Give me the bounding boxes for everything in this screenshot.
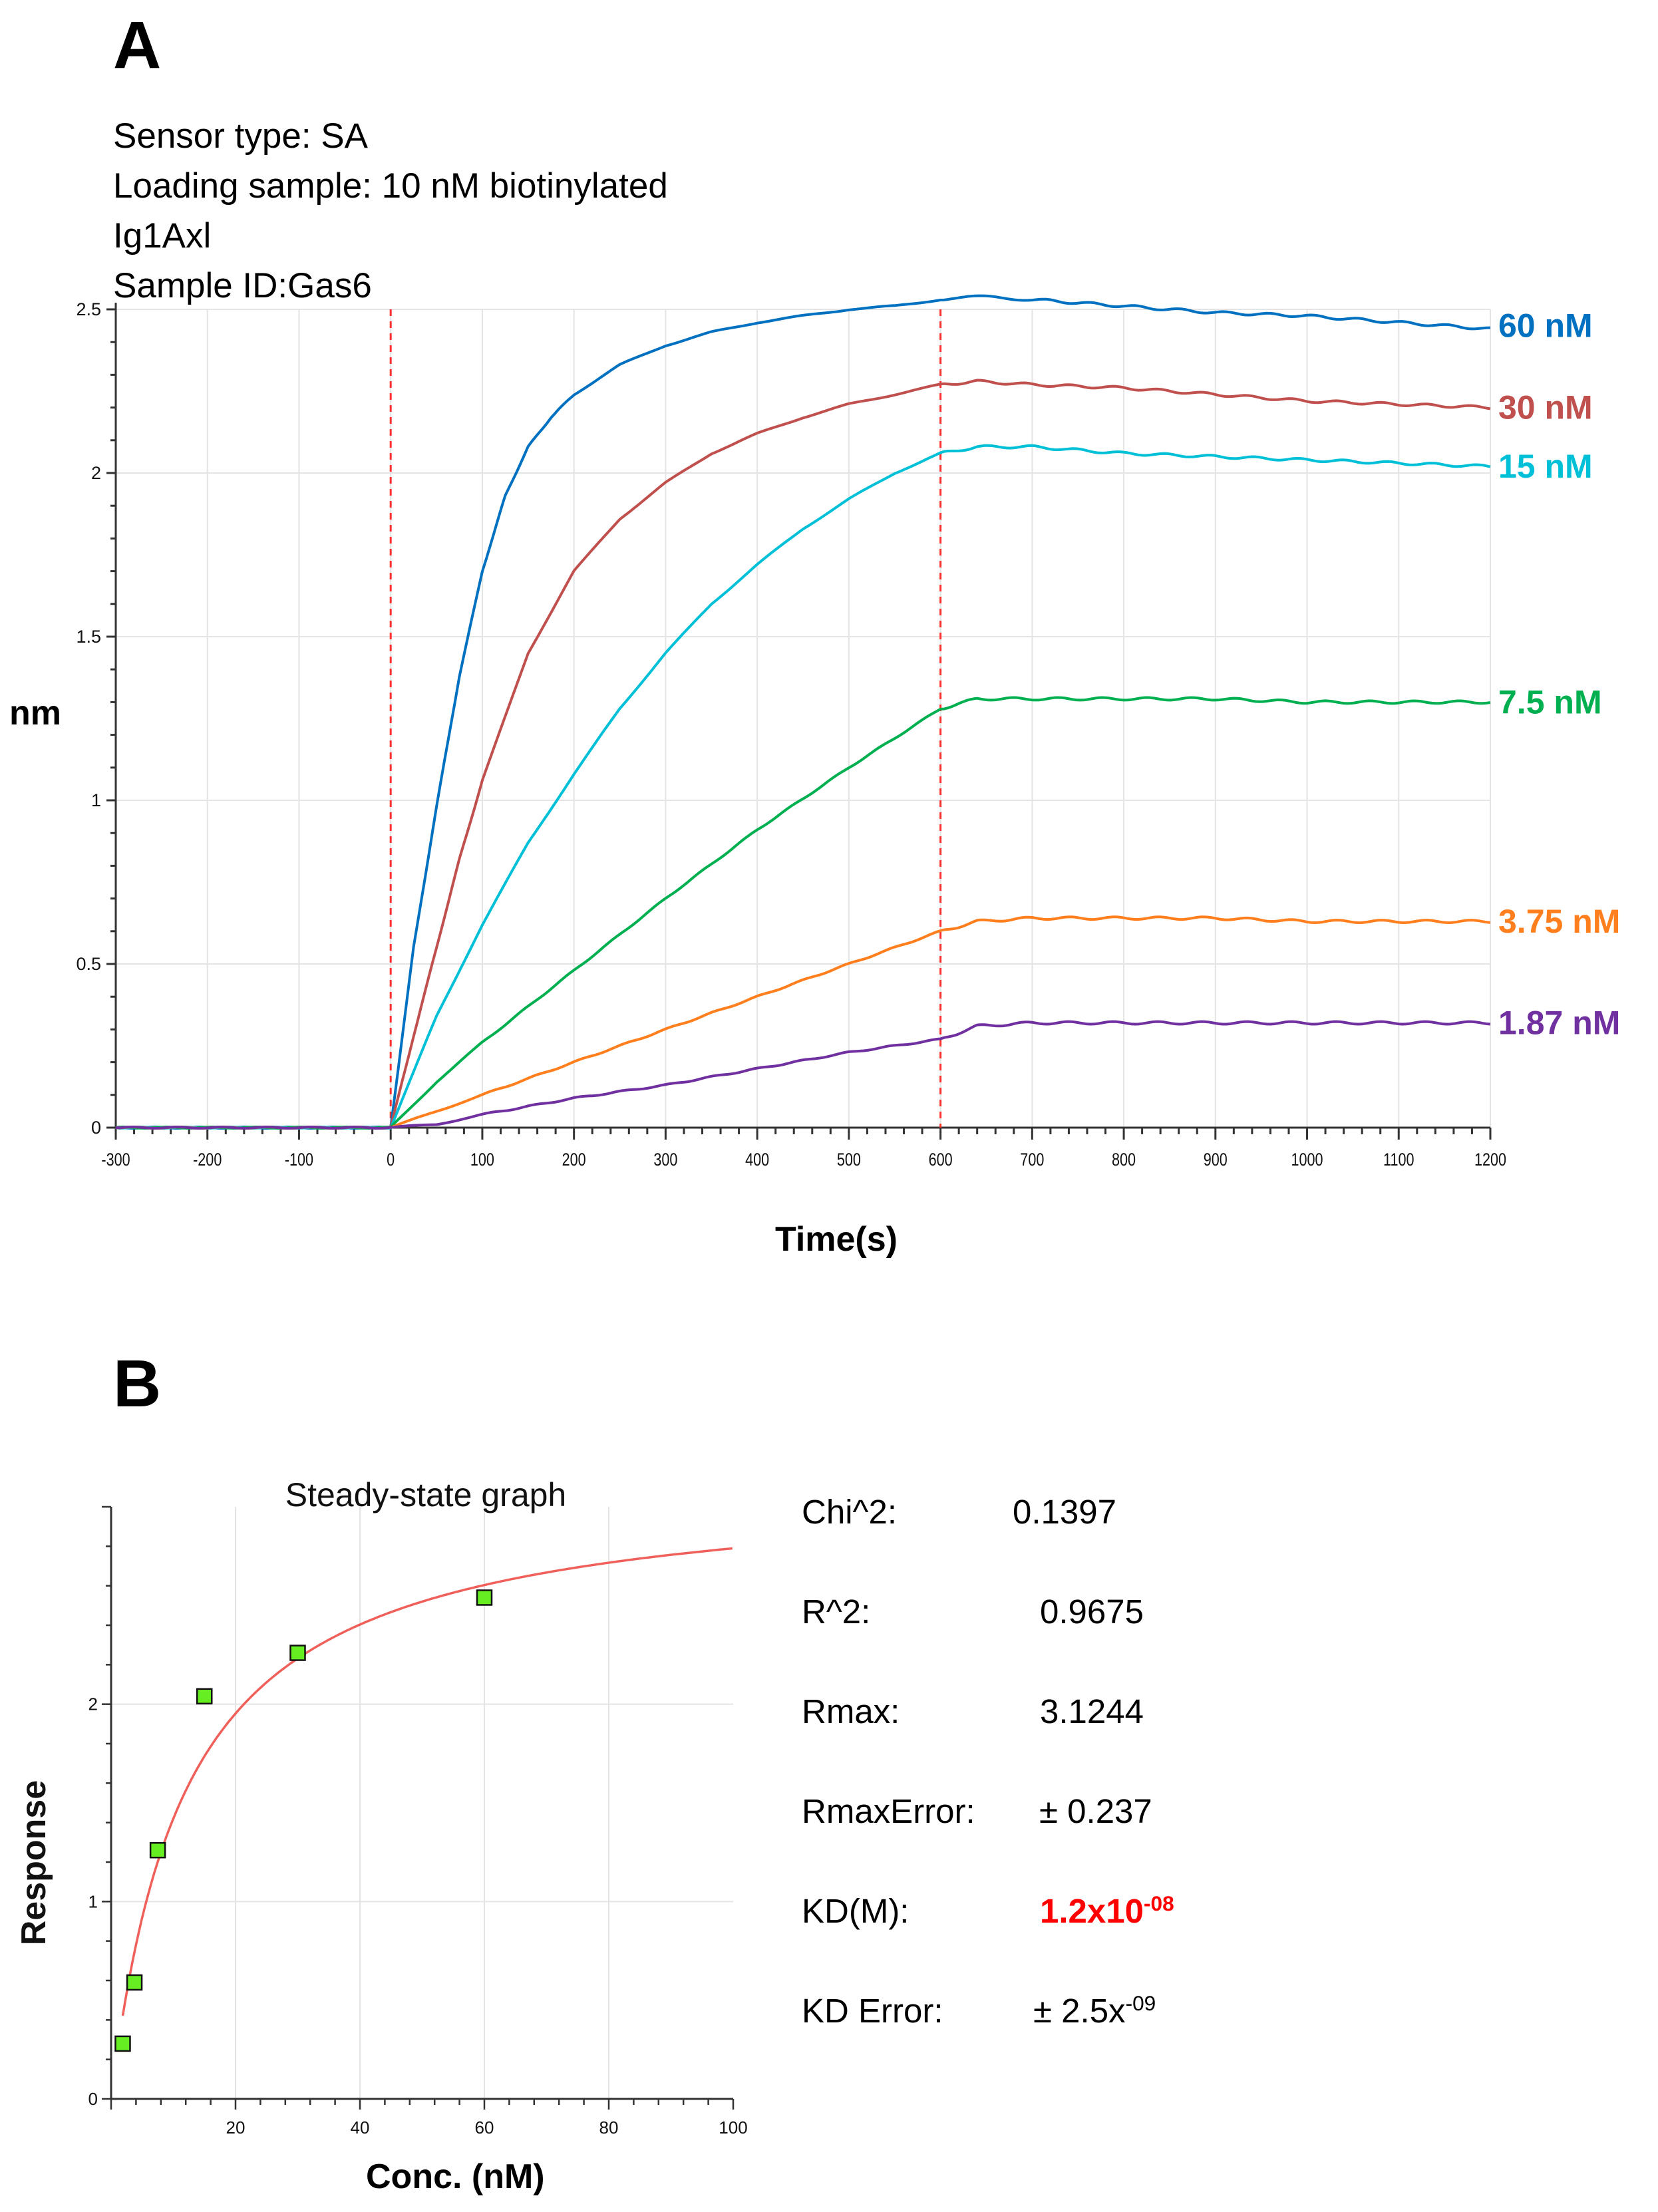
x-tick-label-200: 200	[562, 1150, 586, 1170]
b-x-tick-label-60: 60	[475, 2118, 494, 2137]
chart-a-ticks: -300 -200 -100 0 100 200 300 400 500 600 700 800 900…	[76, 299, 1506, 1170]
series-label-60-nm: 60 nM	[1498, 307, 1593, 345]
kd-exponent: -08	[1144, 1891, 1174, 1915]
loading-sample-line: Loading sample: 10 nM biotinylated	[113, 166, 668, 206]
x-tick-label-500: 500	[837, 1150, 861, 1170]
stat-value-rmax: 3.1244	[1040, 1692, 1144, 1730]
x-tick-label-200: -200	[193, 1150, 222, 1170]
x-tick-label-800: 800	[1112, 1150, 1136, 1170]
loading-sample-continued-line: Ig1Axl	[113, 216, 212, 255]
panel-a-letter: A	[113, 8, 162, 82]
panel-b-letter: B	[113, 1346, 162, 1421]
data-point-15-nm	[196, 1688, 213, 1705]
chart-b-axes	[110, 1507, 733, 2100]
stat-label-rmax: Rmax:	[802, 1692, 900, 1730]
data-point-7-5-nm	[149, 1841, 166, 1859]
chart-b-ticks: 20 40 60 80 100 0 1 2	[88, 1505, 748, 2137]
chart-a-y-axis-title: nm	[9, 694, 61, 732]
y-tick-label-2: 2	[91, 463, 101, 483]
y-tick-label-1-5: 1.5	[76, 627, 101, 647]
b-x-tick-label-20: 20	[226, 2118, 246, 2137]
x-tick-label-900: 900	[1204, 1150, 1228, 1170]
series-line-1-87-nm	[115, 1020, 1491, 1130]
kd-mantissa: 1.2x10	[1040, 1892, 1144, 1930]
data-point-60-nm	[476, 1589, 493, 1606]
sample-id-line: Sample ID:Gas6	[113, 266, 372, 305]
y-tick-label-2-5: 2.5	[76, 299, 101, 319]
b-x-tick-label-100: 100	[719, 2118, 747, 2137]
chart-b-text: Steady-state graph Response	[15, 1476, 566, 1945]
chart-a-binding-kinetics: -300 -200 -100 0 100 200 300 400 500 600 700 800 900…	[76, 294, 1620, 1170]
b-y-tick-label-0: 0	[88, 2089, 98, 2109]
stat-value-kd-error: ± 2.5x-09	[1033, 1991, 1156, 2030]
series-label-15-nm: 15 nM	[1498, 448, 1593, 485]
x-tick-label-700: 700	[1020, 1150, 1044, 1170]
chart-a-x-axis-title: Time(s)	[775, 1220, 898, 1259]
chart-b-y-axis-title: Response	[15, 1780, 53, 1946]
x-tick-label-300: -300	[101, 1150, 130, 1170]
data-point-3-75-nm	[126, 1974, 143, 1991]
kd-error-exponent: -09	[1125, 1991, 1156, 2015]
stat-label-kd: KD(M):	[802, 1892, 910, 1930]
chart-b-grid	[111, 1507, 733, 2099]
stat-value-chi2: 0.1397	[1013, 1493, 1116, 1531]
stat-label-rmax-error: RmaxError:	[802, 1792, 975, 1830]
series-label-30-nm: 30 nM	[1498, 389, 1593, 426]
b-x-tick-label-40: 40	[351, 2118, 370, 2137]
x-tick-label-0: 0	[387, 1150, 395, 1170]
y-tick-label-0: 0	[91, 1118, 101, 1138]
b-x-tick-label-80: 80	[599, 2118, 619, 2137]
series-label-7-5-nm: 7.5 nM	[1498, 683, 1602, 720]
stat-value-rmax-error: ± 0.237	[1039, 1792, 1152, 1830]
stat-value-kd: 1.2x10-08	[1040, 1891, 1174, 1930]
chart-b-x-axis-title: Conc. (nM)	[366, 2157, 545, 2196]
y-tick-label-1: 1	[91, 790, 101, 810]
fit-curve	[121, 1547, 733, 2016]
stat-label-r2: R^2:	[802, 1593, 871, 1631]
b-y-tick-label-2: 2	[88, 1694, 98, 1714]
sensor-type-line: Sensor type: SA	[113, 116, 368, 156]
chart-b-fit	[121, 1547, 733, 2016]
x-tick-label-300: 300	[653, 1150, 677, 1170]
stat-label-chi2: Chi^2:	[802, 1493, 897, 1531]
chart-b-points	[114, 1589, 493, 2052]
kd-error-mantissa: ± 2.5x	[1033, 1992, 1126, 2030]
y-tick-label-0-5: 0.5	[76, 954, 101, 974]
data-point-1-87-nm	[114, 2035, 131, 2052]
stat-value-r2: 0.9675	[1040, 1593, 1144, 1631]
stat-label-kd-error: KD Error:	[802, 1992, 943, 2030]
chart-a-step-markers	[389, 309, 942, 1128]
series-label-3-75-nm: 3.75 nM	[1498, 903, 1620, 940]
series-label-1-87-nm: 1.87 nM	[1498, 1005, 1620, 1042]
chart-a-series-labels: 60 nM 30 nM 15 nM 7.5 nM 3.75 nM 1.87 nM	[1498, 307, 1620, 1042]
x-tick-label-100: -100	[285, 1150, 313, 1170]
x-tick-label-1200: 1200	[1474, 1150, 1506, 1170]
chart-b-title: Steady-state graph	[285, 1476, 567, 1513]
chart-a-series	[115, 294, 1491, 1130]
x-tick-label-400: 400	[745, 1150, 769, 1170]
x-tick-label-100: 100	[470, 1150, 494, 1170]
x-tick-label-1000: 1000	[1291, 1150, 1323, 1170]
b-y-tick-label-1: 1	[88, 1891, 98, 1911]
x-tick-label-1100: 1100	[1383, 1150, 1414, 1170]
x-tick-label-600: 600	[929, 1150, 953, 1170]
chart-b-steady-state: 20 40 60 80 100 0 1 2 Steady-state graph Respons…	[15, 1476, 748, 2137]
data-point-30-nm	[289, 1645, 306, 1661]
